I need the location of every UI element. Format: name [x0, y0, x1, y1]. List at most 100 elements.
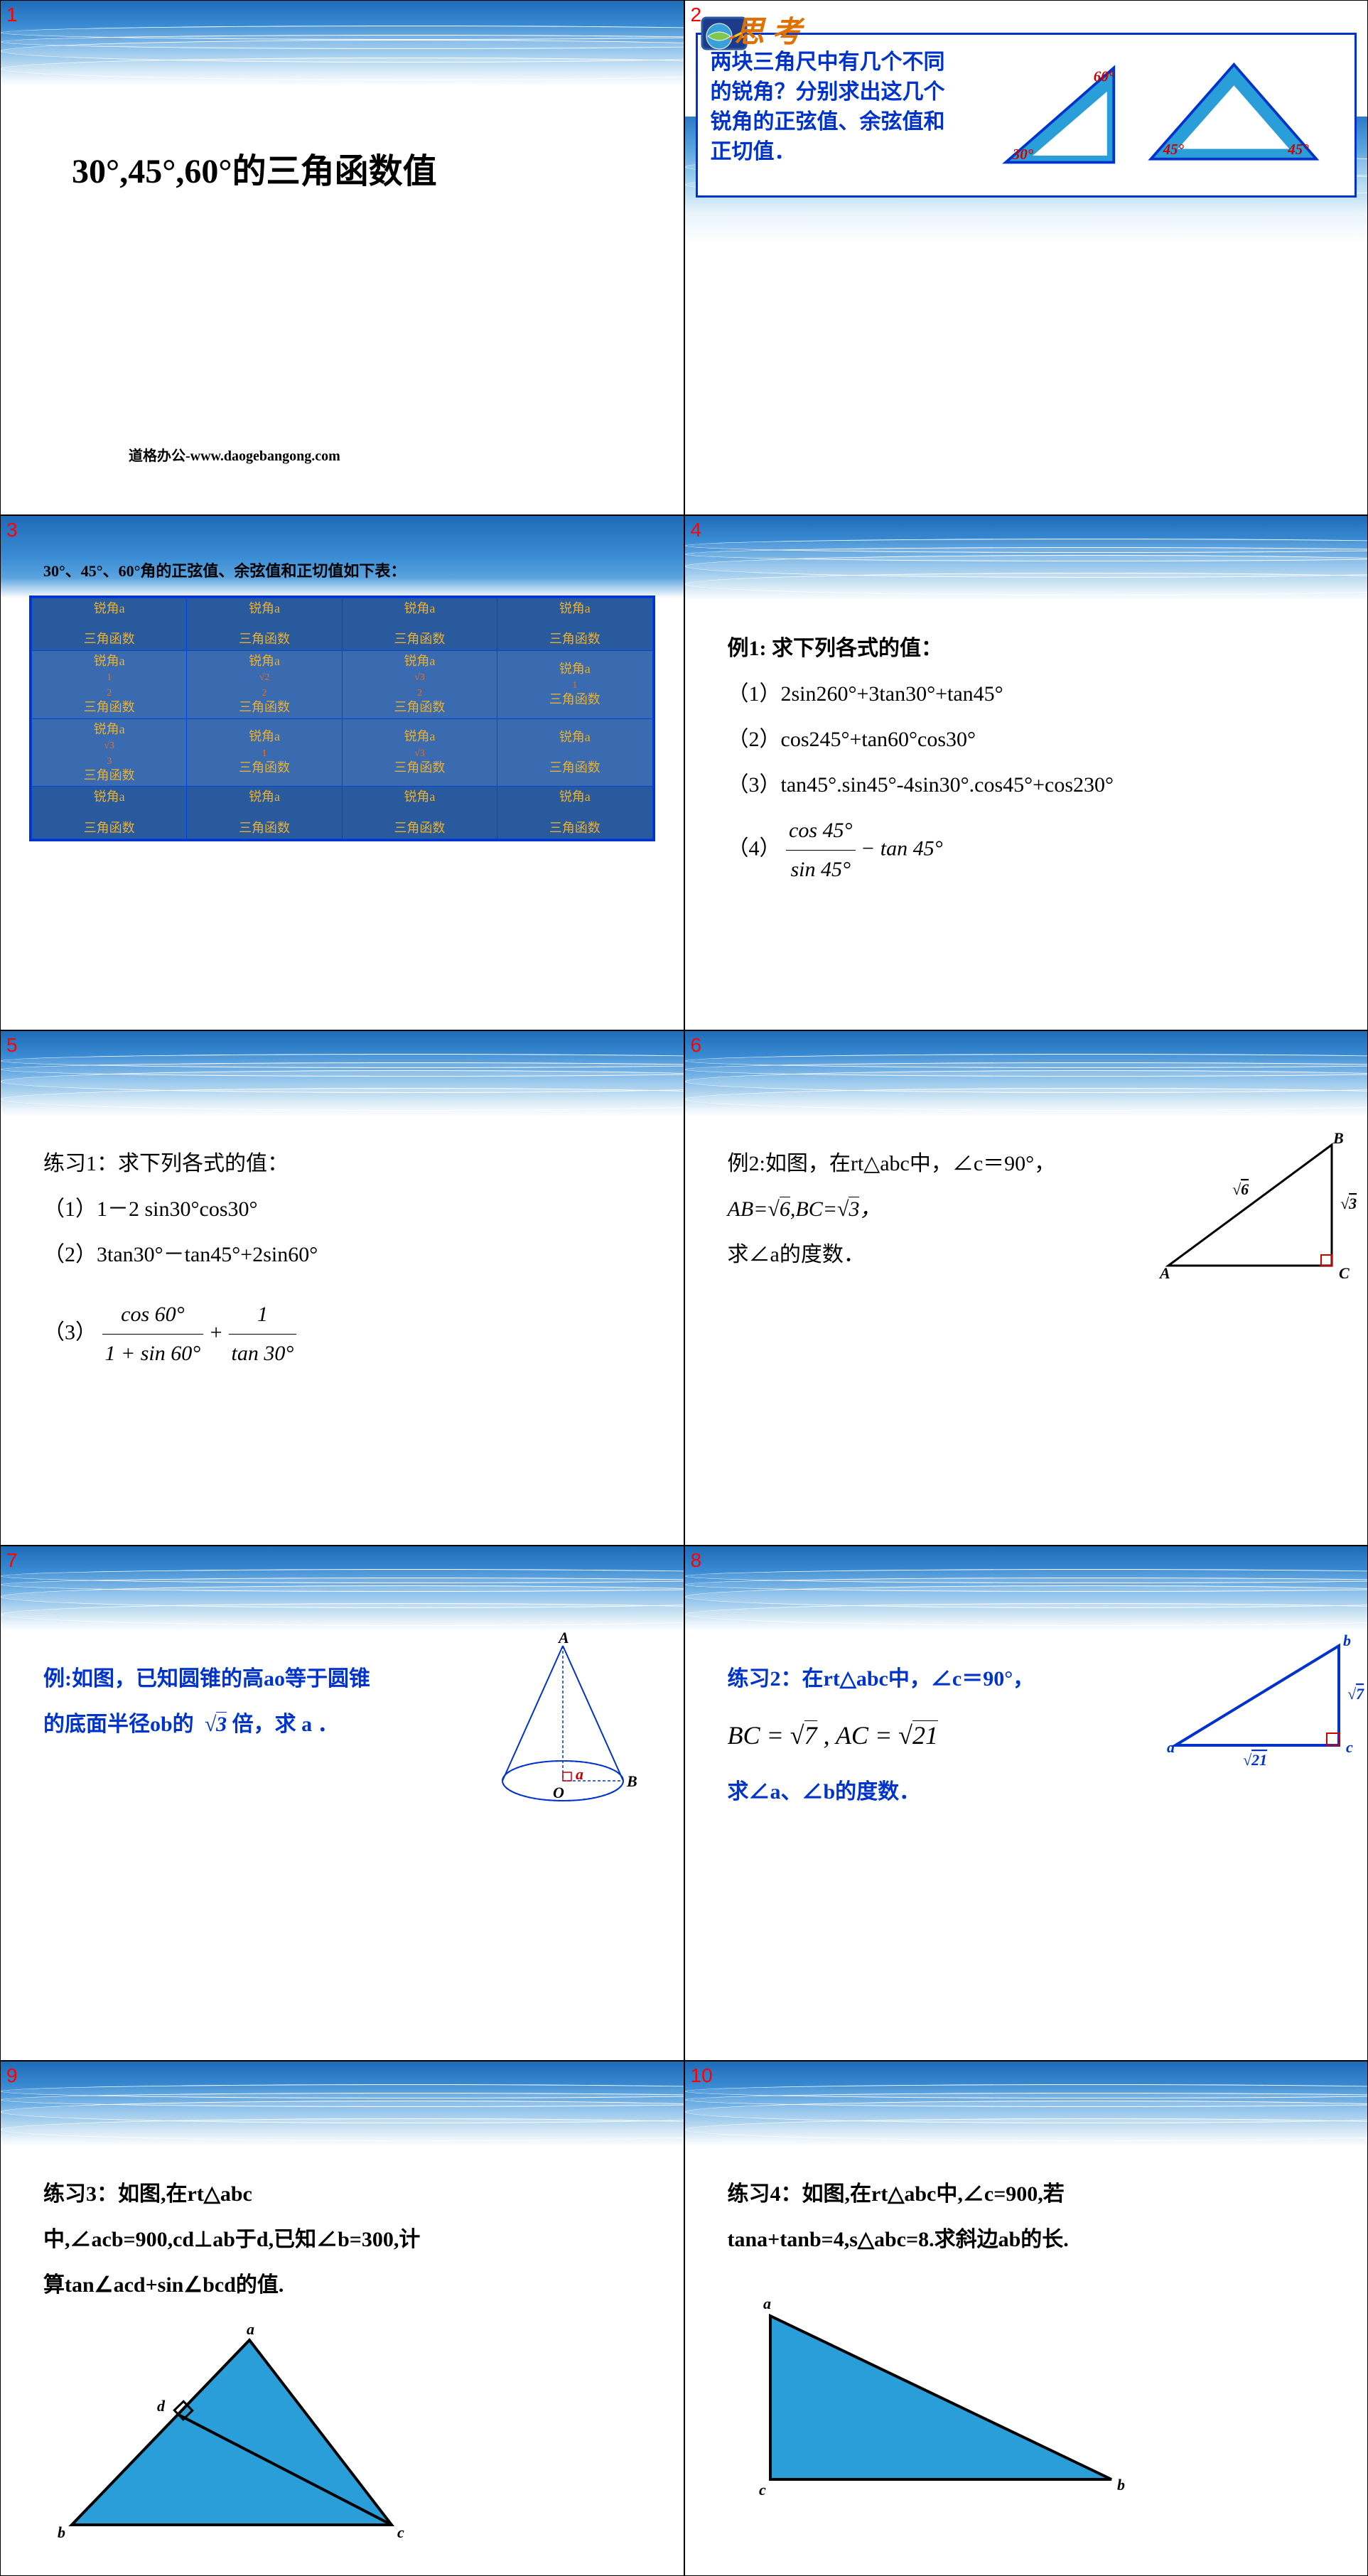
label-b: b — [1117, 2476, 1125, 2494]
slide-number: 2 — [691, 4, 702, 26]
label-angle-a: a — [576, 1765, 583, 1783]
s4-line2: （2）cos245°+tan60°cos30° — [728, 721, 1332, 759]
slide-5: 5 练习1：求下列各式的值： （1）1－2 sin30°cos30° （2）3t… — [0, 1030, 684, 1546]
s5-l1: （1）1－2 sin30°cos30° — [43, 1190, 648, 1229]
question-box: 两块三角尺中有几个不同的锐角？分别求出这几个锐角的正弦值、余弦值和正切值． 60… — [696, 33, 1357, 198]
think-heading: 思 考 — [735, 8, 802, 51]
content: 例2:如图，在rt△abc中，∠c＝90°， AB=√6,BC=√3， 求∠a的… — [685, 1116, 1368, 1295]
numerator: 1 — [229, 1295, 297, 1335]
slide-number: 7 — [6, 1549, 18, 1572]
wave-header — [685, 1031, 1368, 1116]
slide-7: 7 例:如图，已知圆锥的高ao等于圆锥 的底面半径ob的 √3 倍，求 a ． … — [0, 1546, 684, 2061]
s9-l2: 中,∠acb=900,cd⊥ab于d,已知∠b=300,计 — [43, 2221, 648, 2259]
prefix: （4） — [728, 836, 781, 860]
triangle-with-altitude: a b c d — [43, 2312, 427, 2560]
angle-30: 30° — [1011, 146, 1033, 163]
s9-l3: 算tan∠acd+sin∠bcd的值. — [43, 2266, 648, 2305]
s8-l3: 求∠a、∠b的度数． — [728, 1773, 1332, 1811]
right-triangle-abc: a b c — [728, 2266, 1154, 2515]
plus: + — [209, 1320, 229, 1344]
label-B: B — [626, 1772, 637, 1790]
label-C: C — [1339, 1264, 1350, 1282]
label-B: B — [1332, 1129, 1344, 1147]
s5-head: 练习1：求下列各式的值： — [43, 1145, 648, 1183]
content: 练习3：如图,在rt△abc 中,∠acb=900,cd⊥ab于d,已知∠b=3… — [1, 2147, 684, 2576]
two-set-squares: 60° 30° 45° 45° — [966, 48, 1342, 183]
slide-1: 1 30°,45°,60°的三角函数值 道格办公-www.daogebangon… — [0, 0, 684, 515]
svg-text:√21: √21 — [1243, 1751, 1267, 1769]
triangle-diagram: 60° 30° 45° 45° — [966, 48, 1342, 183]
angle-45-left: 45° — [1162, 141, 1184, 158]
content: 练习1：求下列各式的值： （1）1－2 sin30°cos30° （2）3tan… — [1, 1116, 684, 1394]
wave-header — [1, 1031, 684, 1116]
slide-number: 3 — [6, 519, 18, 541]
svg-text:√3: √3 — [1340, 1195, 1357, 1212]
wave-header — [1, 2062, 684, 2147]
content: 练习4：如图,在rt△abc中,∠c=900,若 tana+tanb=4,s△a… — [685, 2147, 1368, 2533]
slide-3: 3 30°、45°、60°角的正弦值、余弦值和正切值如下表： 锐角a 三角函数 锐… — [0, 515, 684, 1030]
right-triangle-abc: A B C √6 √3 — [1140, 1123, 1368, 1287]
slide3-bg: 30°、45°、60°角的正弦值、余弦值和正切值如下表： 锐角a 三角函数 锐角a… — [1, 516, 684, 1030]
slide-8: 8 练习2：在rt△abc中，∠c＝90°， BC = √7 , AC = √2… — [684, 1546, 1368, 2061]
label-a: a — [763, 2295, 771, 2312]
th-sub: 三角函数 — [394, 632, 445, 646]
trig-table: 锐角a三角函数 锐角a三角函数 锐角a三角函数 锐角a三角函数 锐角a12三角函… — [29, 596, 655, 841]
table-title: 30°、45°、60°角的正弦值、余弦值和正切值如下表： — [43, 559, 655, 581]
denominator: sin 45° — [786, 851, 856, 889]
label-b: b — [1343, 1632, 1351, 1649]
slide-number: 1 — [6, 4, 18, 26]
numerator: cos 60° — [102, 1295, 204, 1335]
slide-number: 6 — [691, 1034, 702, 1057]
s9-l1: 练习3：如图,在rt△abc — [43, 2175, 648, 2214]
th-sub: 三角函数 — [549, 632, 600, 646]
s5-l3: （3） cos 60° 1 + sin 60° + 1 tan 30° — [43, 1295, 648, 1373]
label-a: a — [247, 2320, 254, 2338]
slide-number: 9 — [6, 2064, 18, 2087]
content: 例1: 求下列各式的值： （1）2sin260°+3tan30°+tan45° … — [685, 601, 1368, 910]
svg-text:√7: √7 — [1347, 1685, 1364, 1703]
numerator: cos 45° — [786, 812, 856, 851]
wave-header — [1, 1546, 684, 1632]
tail: − tan 45° — [861, 836, 943, 860]
th: 锐角a — [559, 601, 591, 615]
footer-credit: 道格办公-www.daogebangong.com — [129, 444, 340, 465]
s5-l2: （2）3tan30°－tan45°+2sin60° — [43, 1236, 648, 1274]
s4-line1: （1）2sin260°+3tan30°+tan45° — [728, 675, 1332, 713]
content: 例:如图，已知圆锥的高ao等于圆锥 的底面半径ob的 √3 倍，求 a ． A … — [1, 1632, 684, 1765]
label-c: c — [759, 2481, 766, 2499]
s4-line3: （3）tan45°.sin45°-4sin30°.cos45°+cos230° — [728, 766, 1332, 804]
label-c: c — [397, 2523, 404, 2541]
th: 锐角a — [249, 601, 280, 615]
wave-header — [1, 1, 684, 86]
th-sub: 三角函数 — [84, 632, 135, 646]
label-b: b — [58, 2523, 65, 2541]
label-c: c — [1346, 1738, 1353, 1756]
wave-header — [685, 516, 1368, 601]
content: 练习2：在rt△abc中，∠c＝90°， BC = √7 , AC = √21 … — [685, 1632, 1368, 1833]
triangle-abc: a b c √7 √21 — [1147, 1624, 1368, 1774]
cone-diagram: A O B a — [485, 1632, 641, 1816]
example1-head: 例1: 求下列各式的值： — [728, 630, 1332, 668]
slide-number: 4 — [691, 519, 702, 541]
slide-number: 8 — [691, 1549, 702, 1572]
slide-6: 6 例2:如图，在rt△abc中，∠c＝90°， AB=√6,BC=√3， 求∠… — [684, 1030, 1368, 1546]
denominator: tan 30° — [229, 1335, 297, 1373]
label-a: a — [1167, 1738, 1175, 1756]
s10-l1: 练习4：如图,在rt△abc中,∠c=900,若 — [728, 2175, 1332, 2214]
denominator: 1 + sin 60° — [102, 1335, 204, 1373]
slide-grid: 1 30°,45°,60°的三角函数值 道格办公-www.daogebangon… — [0, 0, 1368, 2576]
wave-header — [685, 1546, 1368, 1632]
slide-4: 4 例1: 求下列各式的值： （1）2sin260°+3tan30°+tan45… — [684, 515, 1368, 1030]
label-A: A — [557, 1632, 569, 1647]
th: 锐角a — [94, 601, 125, 615]
th: 锐角a — [404, 601, 435, 615]
angle-60: 60° — [1093, 68, 1114, 85]
th-sub: 三角函数 — [239, 632, 290, 646]
s10-l2: tana+tanb=4,s△abc=8.求斜边ab的长. — [728, 2221, 1332, 2259]
slide-2: 2 思 考 两块三角尺中有几个不同的锐角？分别求出这几个锐角的正弦值、余弦值和正… — [684, 0, 1368, 515]
slide-10: 10 练习4：如图,在rt△abc中,∠c=900,若 tana+tanb=4,… — [684, 2061, 1368, 2576]
label-d: d — [157, 2397, 166, 2415]
wave-header — [685, 2062, 1368, 2147]
svg-text:√6: √6 — [1232, 1180, 1249, 1198]
slide-number: 10 — [691, 2064, 713, 2087]
